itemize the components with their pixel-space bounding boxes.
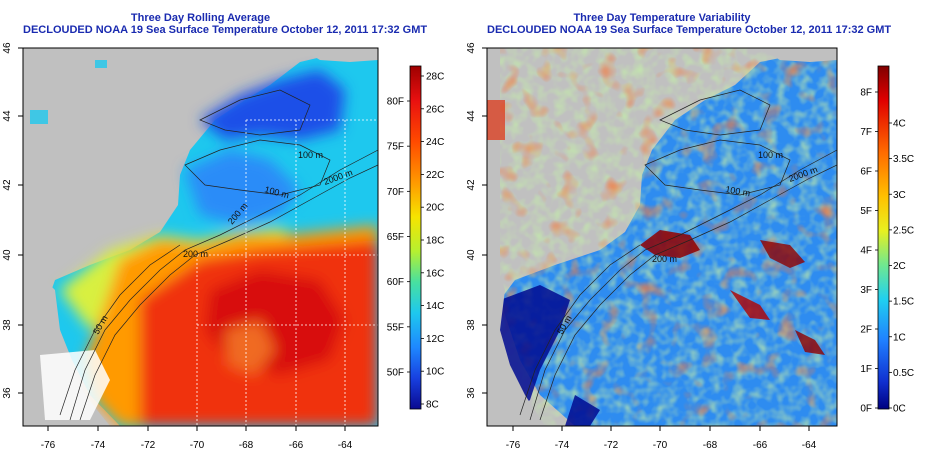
colorbar-label: 1F	[860, 364, 872, 375]
left-lon-axis: -76 -74 -72 -70 -68 -66 -64	[41, 426, 353, 451]
colorbar-label: 12C	[426, 334, 444, 345]
colorbar-label: 10C	[426, 367, 444, 378]
colorbar-label: 8F	[860, 88, 872, 99]
colorbar-label: 24C	[426, 137, 444, 148]
lon-label: -72	[141, 440, 156, 451]
colorbar-label: 28C	[426, 72, 444, 83]
colorbar-label: 2.5C	[893, 225, 914, 236]
right-map	[487, 48, 837, 426]
right-contour-label: 100 m	[725, 184, 751, 198]
left-grid	[196, 119, 378, 426]
colorbar-label: 50F	[387, 368, 404, 379]
left-bathymetry-contours	[59, 89, 378, 421]
colorbar-label: 0C	[893, 404, 906, 415]
colorbar-label: 22C	[426, 170, 444, 181]
colorbar-label: 5F	[860, 206, 872, 217]
lat-label: 36	[2, 387, 13, 399]
right-coast-land	[487, 270, 545, 426]
colorbar-label: 20C	[426, 203, 444, 214]
lon-label: -72	[604, 440, 619, 451]
left-colorbar: 28C 26C 24C 22C 20C 18C 16C 14C 12C 10C 8C 80F 75F 70…	[387, 65, 444, 411]
left-contour-label: 100 m	[298, 150, 323, 160]
left-map	[23, 48, 378, 426]
left-map-frame	[22, 47, 379, 427]
colorbar-label: 75F	[387, 142, 404, 153]
colorbar-label: 3.5C	[893, 154, 914, 165]
lon-label: -76	[41, 440, 56, 451]
lon-label: -66	[753, 440, 768, 451]
right-map-frame	[486, 47, 838, 427]
lat-label: 46	[466, 42, 477, 54]
colorbar-label: 65F	[387, 232, 404, 243]
lon-label: -68	[703, 440, 718, 451]
colorbar-label: 2F	[860, 325, 872, 336]
right-lon-axis: -76 -74 -72 -70 -68 -66 -64	[506, 426, 817, 451]
right-bathymetry-contours	[519, 89, 837, 421]
colorbar-label: 3C	[893, 190, 906, 201]
lon-label: -66	[289, 440, 304, 451]
colorbar-label: 60F	[387, 277, 404, 288]
colorbar-label: 8C	[426, 400, 439, 411]
lon-label: -74	[91, 440, 106, 451]
lat-label: 44	[2, 110, 13, 122]
lat-label: 42	[466, 179, 477, 191]
left-sst-field	[30, 48, 378, 426]
colorbar-label: 4C	[893, 119, 906, 130]
lat-label: 40	[2, 249, 13, 261]
colorbar-label: 1C	[893, 332, 906, 343]
left-contour-label: 200 m	[183, 249, 208, 259]
lat-label: 38	[2, 319, 13, 331]
lat-label: 40	[466, 249, 477, 261]
lat-label: 36	[466, 387, 477, 399]
colorbar-label: 0F	[860, 404, 872, 415]
lat-label: 44	[466, 110, 477, 122]
colorbar-label: 26C	[426, 104, 444, 115]
right-contour-label: 200 m	[652, 254, 677, 264]
colorbar-label: 3F	[860, 285, 872, 296]
right-map-subtitle: DECLOUDED NOAA 19 Sea Surface Temperatur…	[487, 24, 892, 36]
right-lat-axis: 46 44 42 40 38 36	[466, 42, 487, 399]
colorbar-label: 6F	[860, 167, 872, 178]
lat-label: 38	[466, 319, 477, 331]
left-map-title: Three Day Rolling Average	[130, 12, 271, 24]
lon-label: -68	[239, 440, 254, 451]
right-colorbar: 4C 3.5C 3C 2.5C 2C 1.5C 1C 0.5C 0C 8F 7F 6F 5F 4F 3F 2F…	[860, 65, 914, 415]
right-map-title: Three Day Temperature Variability	[573, 12, 751, 24]
colorbar-label: 55F	[387, 322, 404, 333]
colorbar-label: 14C	[426, 301, 444, 312]
colorbar-label: 18C	[426, 236, 444, 247]
right-contour-label: 100 m	[758, 150, 783, 160]
left-map-subtitle: DECLOUDED NOAA 19 Sea Surface Temperatur…	[23, 24, 428, 36]
colorbar-label: 1.5C	[893, 297, 914, 308]
lon-label: -70	[653, 440, 668, 451]
lat-label: 42	[2, 179, 13, 191]
colorbar-label: 7F	[860, 127, 872, 138]
lat-label: 46	[2, 42, 13, 54]
colorbar-label: 2C	[893, 261, 906, 272]
colorbar-label: 0.5C	[893, 368, 914, 379]
lon-label: -64	[338, 440, 353, 451]
right-variability-field	[490, 48, 837, 426]
lon-label: -70	[190, 440, 205, 451]
lon-label: -76	[506, 440, 521, 451]
colorbar-label: 4F	[860, 246, 872, 257]
lon-label: -74	[555, 440, 570, 451]
colorbar-label: 16C	[426, 268, 444, 279]
lon-label: -64	[802, 440, 817, 451]
colorbar-label: 70F	[387, 187, 404, 198]
left-lat-axis: 46 44 42 40 38 36	[2, 42, 23, 399]
colorbar-label: 80F	[387, 97, 404, 108]
